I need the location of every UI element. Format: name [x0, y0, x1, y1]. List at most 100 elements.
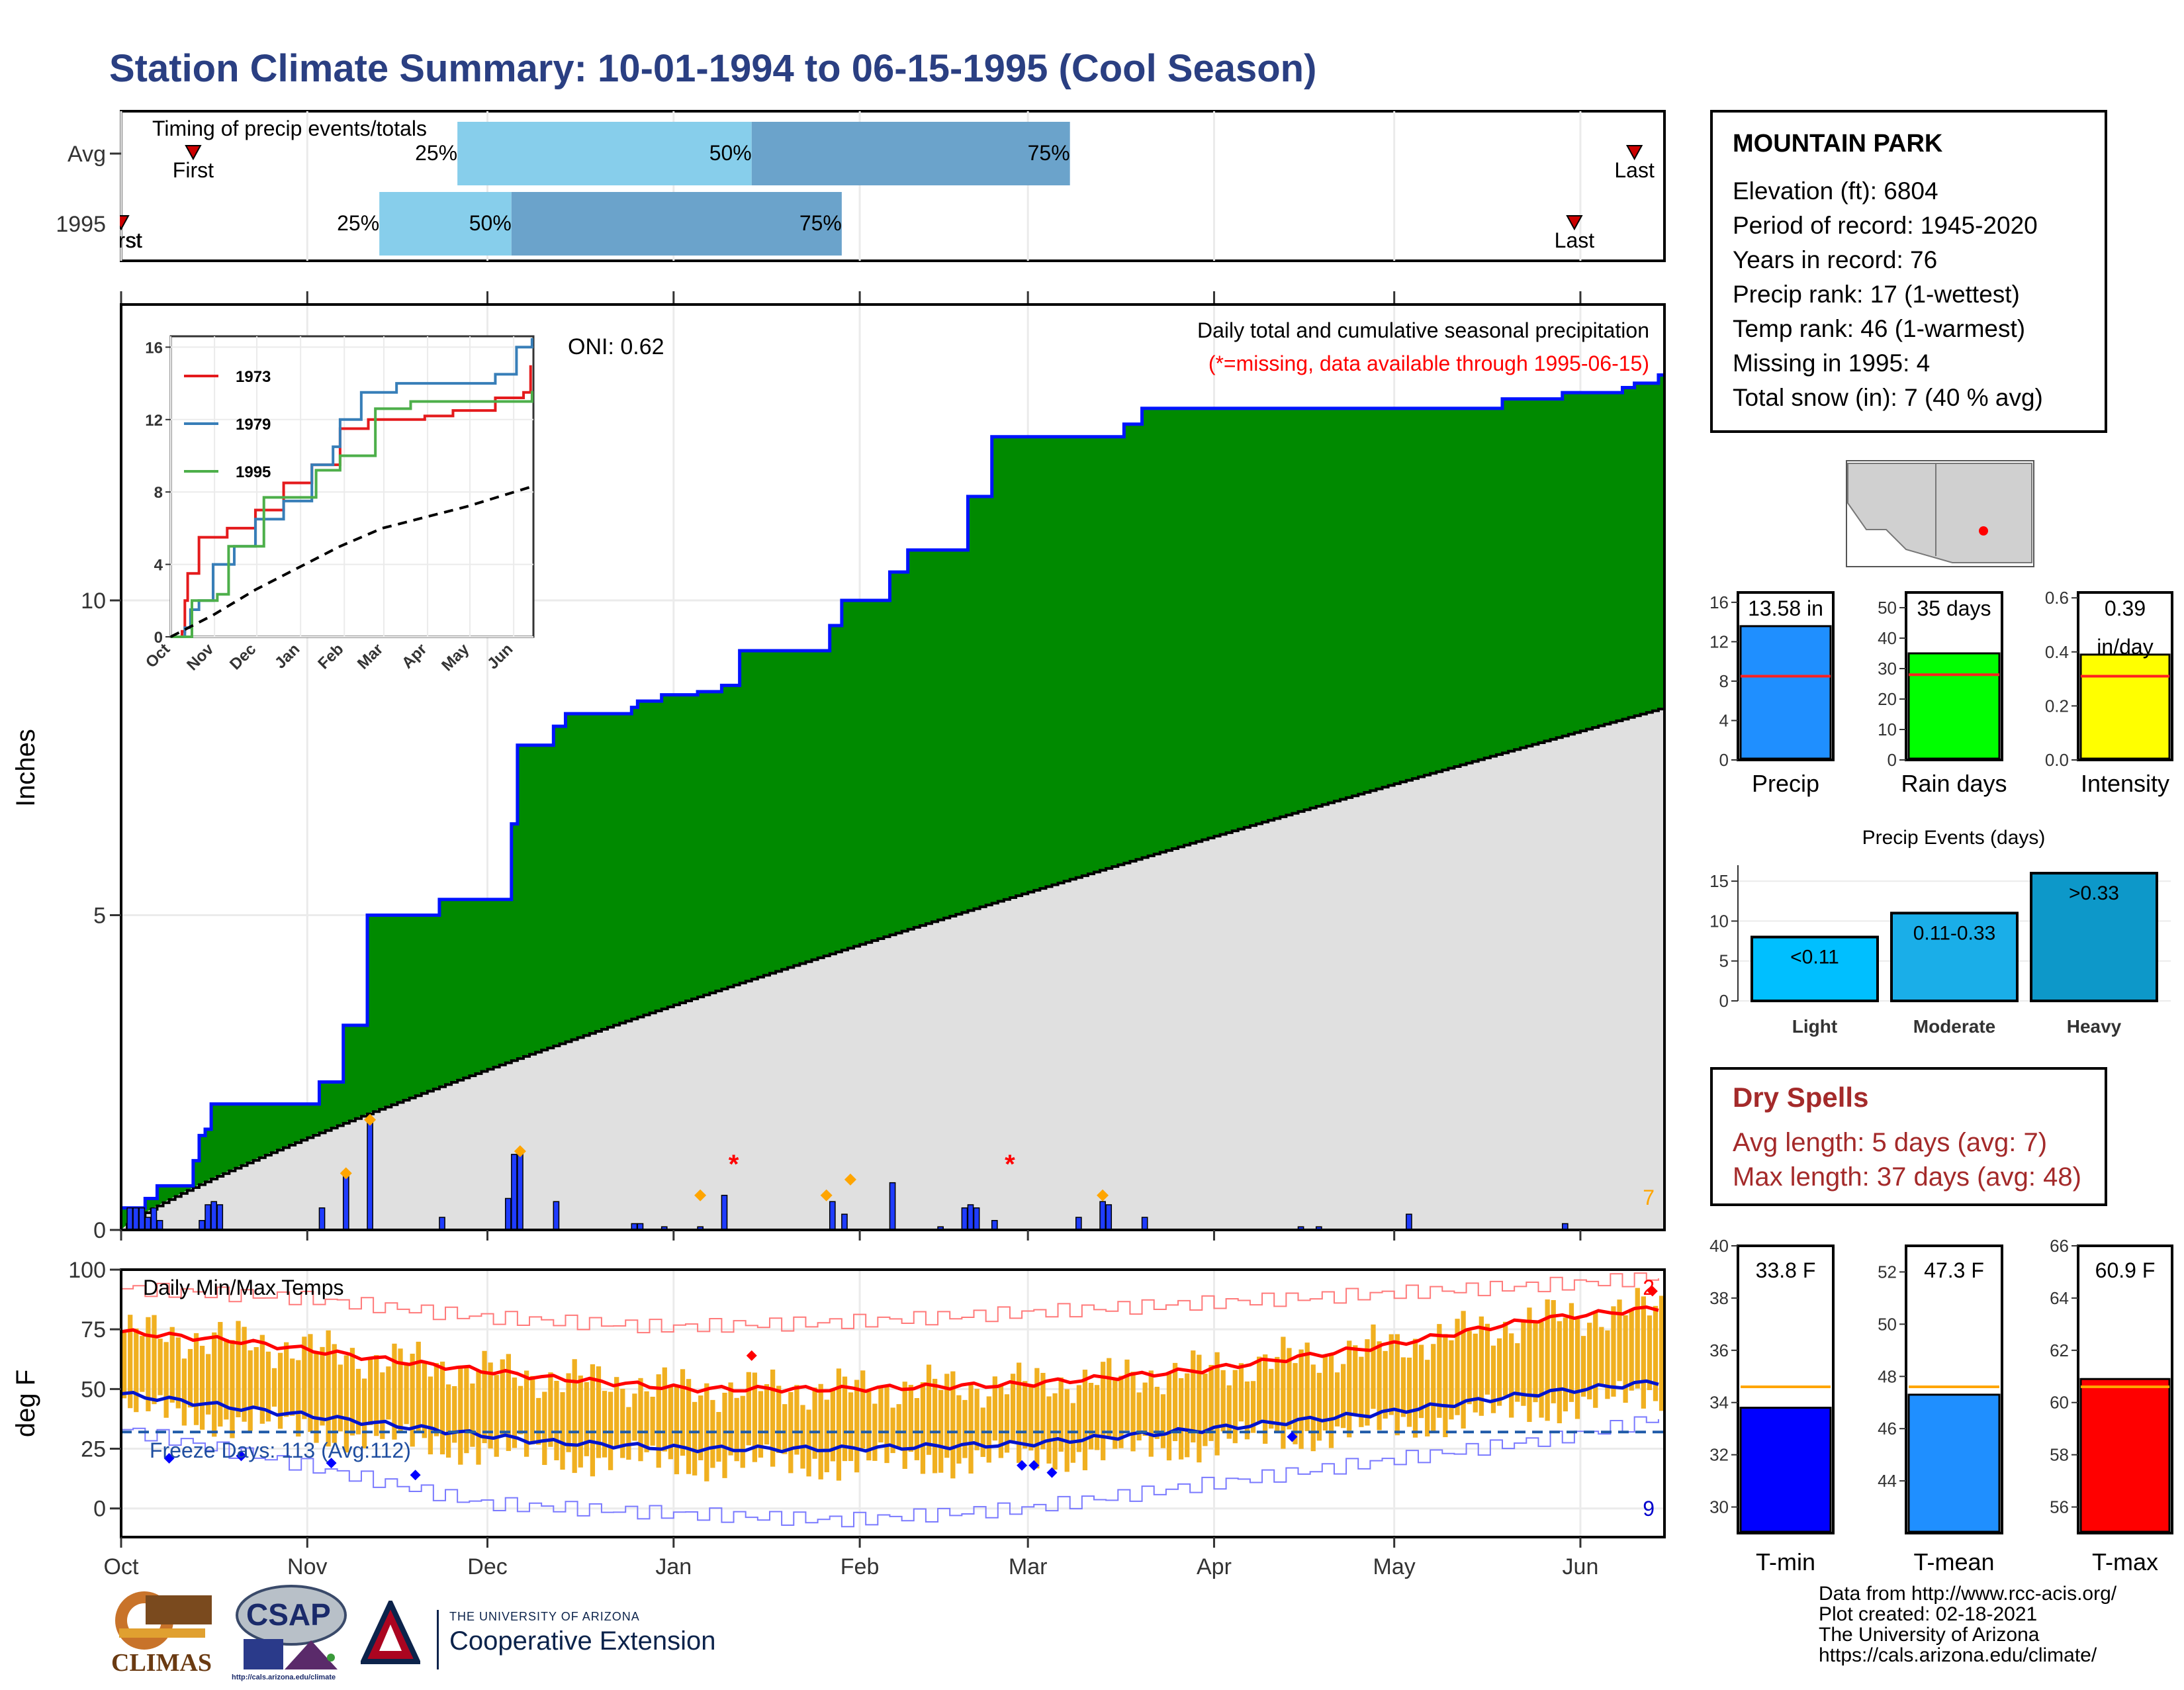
events-y-tick-label: 15	[1709, 871, 1729, 891]
temp-daily-bar	[674, 1386, 680, 1475]
mini-bar-tick-label: 16	[1709, 592, 1729, 612]
mini-bar-tick-label: 4	[1719, 710, 1729, 730]
temp-daily-bar	[494, 1375, 499, 1457]
temp-daily-bar	[380, 1372, 385, 1439]
x-axis-month-label: Feb	[841, 1554, 880, 1579]
mini-bar-value-label-2: in/day	[2097, 635, 2153, 659]
temp-daily-bar	[968, 1383, 974, 1474]
x-axis-month-label: Jun	[1563, 1554, 1599, 1579]
temp-daily-bar	[620, 1388, 625, 1458]
temp-daily-bar	[764, 1384, 770, 1445]
temp-daily-bar	[416, 1341, 421, 1431]
mini-bar-value	[1907, 652, 2001, 760]
events-y-tick-label: 0	[1719, 991, 1729, 1011]
csap-logo: CSAP http://cals.arizona.edu/climate	[232, 1581, 351, 1687]
temp-daily-bar	[770, 1369, 776, 1467]
x-axis-month-label: Jan	[655, 1554, 692, 1579]
precip-snow-count: 7	[1643, 1186, 1655, 1209]
climas-logo: CLIMAS	[106, 1582, 218, 1681]
temp-daily-bar	[152, 1315, 157, 1405]
precip-daily-bar	[511, 1154, 518, 1231]
temp-daily-bar	[163, 1342, 169, 1418]
temp-daily-bar	[824, 1399, 829, 1473]
station-missing: Missing in 1995: 4	[1733, 350, 1931, 377]
temp-daily-bar	[464, 1368, 469, 1454]
temp-daily-bar	[1521, 1321, 1526, 1406]
temp-daily-bar	[1328, 1354, 1334, 1448]
temp-daily-bar	[1557, 1321, 1562, 1424]
temp-bar-tick-label: 52	[1878, 1262, 1897, 1282]
temp-record-max-marker	[746, 1350, 757, 1361]
temp-daily-bar	[1298, 1349, 1304, 1449]
timing-clip-cover	[0, 199, 120, 258]
temp-daily-bar	[1400, 1357, 1406, 1417]
precip-daily-bar	[144, 1217, 152, 1231]
temp-daily-bar	[1443, 1334, 1448, 1438]
temp-min-count: 9	[1643, 1497, 1655, 1521]
temp-daily-bar	[1503, 1321, 1508, 1396]
mini-bar-tick-label: 20	[1878, 689, 1897, 709]
temp-daily-bar	[265, 1351, 271, 1422]
temp-daily-bar	[1154, 1386, 1160, 1439]
temp-daily-bar	[236, 1321, 241, 1417]
inset-y-tick-label: 12	[145, 412, 163, 430]
temp-daily-bar	[1160, 1394, 1166, 1448]
temp-daily-bar	[1028, 1385, 1034, 1451]
temp-daily-bar	[686, 1379, 692, 1474]
temp-daily-bar	[992, 1376, 997, 1441]
temp-bar-tick-label: 62	[2050, 1340, 2069, 1360]
precip-y-tick-label: 0	[93, 1218, 106, 1243]
temp-daily-bar	[1431, 1344, 1436, 1432]
timing-p50-label: 50%	[709, 141, 752, 165]
temp-daily-bar	[788, 1391, 794, 1474]
ua-logo-icon	[359, 1597, 422, 1664]
temp-daily-bar	[1322, 1354, 1328, 1431]
credit-line: https://cals.arizona.edu/climate/	[1819, 1644, 2097, 1666]
temp-daily-bar	[914, 1397, 920, 1460]
precip-daily-bar	[138, 1207, 146, 1231]
temp-daily-bar	[1371, 1324, 1376, 1409]
x-axis-month-label: Mar	[1009, 1554, 1048, 1579]
temp-daily-bar	[1412, 1338, 1418, 1438]
inset-series-1979	[171, 338, 533, 638]
temp-bar-tick-label: 30	[1709, 1497, 1729, 1517]
temp-daily-bar	[1118, 1376, 1124, 1448]
timing-first-label: First	[173, 158, 214, 182]
temp-daily-bar	[932, 1378, 938, 1474]
temp-daily-bar	[1509, 1333, 1514, 1418]
dry-spells-box: Dry Spells Avg length: 5 days (avg: 7) M…	[1710, 1067, 2107, 1206]
csap-url: http://cals.arizona.edu/climate	[232, 1673, 336, 1681]
precip-snow-marker	[340, 1167, 352, 1180]
temp-daily-bar	[230, 1340, 235, 1438]
temp-daily-bar	[698, 1395, 704, 1460]
temp-daily-bar	[1545, 1299, 1550, 1421]
temp-daily-bar	[830, 1390, 835, 1462]
temp-daily-bar	[1220, 1370, 1226, 1432]
temp-daily-bar	[128, 1315, 133, 1409]
csap-logo-text: CSAP	[246, 1597, 331, 1632]
temp-daily-bar	[842, 1376, 848, 1462]
temp-bar-tick-label: 56	[2050, 1497, 2069, 1517]
inset-legend-label: 1995	[236, 463, 271, 481]
x-axis-month-label: Oct	[104, 1554, 139, 1579]
temp-daily-bar	[680, 1369, 686, 1456]
temp-daily-bar	[134, 1328, 139, 1413]
mini-bar-value-label: 35 days	[1917, 596, 1991, 620]
temp-daily-bar	[1580, 1336, 1586, 1397]
temp-daily-bar	[1101, 1362, 1106, 1460]
temp-daily-bar	[866, 1391, 872, 1461]
temp-daily-bar	[560, 1392, 565, 1470]
temp-daily-bar	[626, 1407, 631, 1460]
timing-bar-25-50	[457, 122, 752, 185]
temp-daily-bar	[1347, 1340, 1352, 1438]
temp-bar-tick-label: 60	[2050, 1393, 2069, 1413]
oni-label: ONI: 0.62	[568, 334, 664, 359]
temp-bar-tick-label: 64	[2050, 1288, 2069, 1308]
temp-daily-bar	[638, 1378, 643, 1462]
temp-daily-bar	[614, 1377, 619, 1447]
temp-record-min-marker	[163, 1452, 175, 1464]
events-bar	[2030, 872, 2158, 1003]
mini-bar-tick-label: 0.0	[2045, 750, 2069, 770]
temp-daily-bar	[1461, 1311, 1466, 1429]
timing-row-label: Avg	[68, 142, 106, 167]
